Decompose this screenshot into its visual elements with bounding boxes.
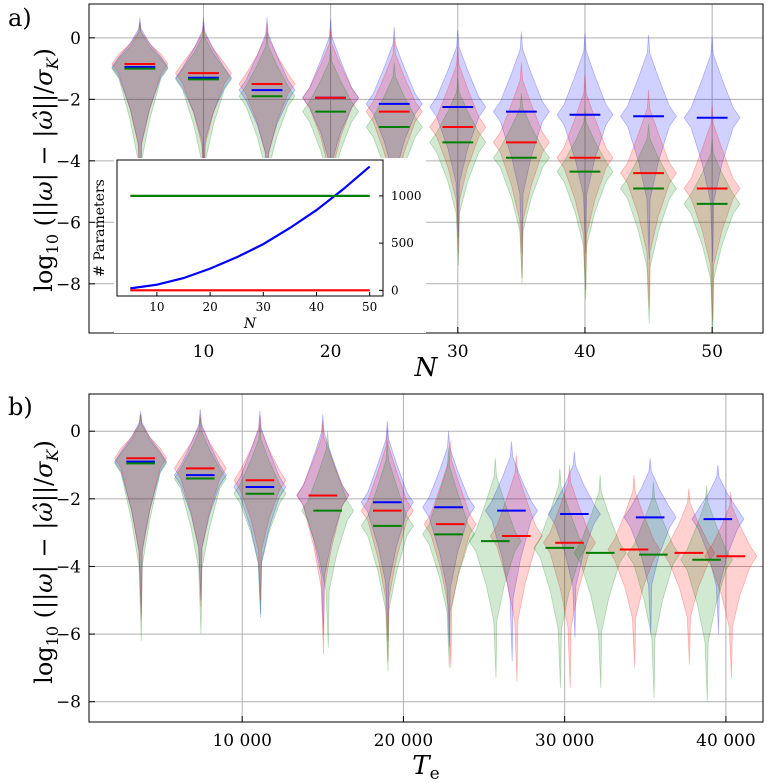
panel-b-ticks: 0 −2 −4 −6 −8 10 000 20 000 30 000 40 000: [56, 422, 756, 751]
violin-blue: [620, 34, 677, 260]
panel-a-medians: [124, 62, 728, 205]
violin-green: [626, 481, 680, 699]
violin-green: [301, 431, 355, 648]
violin-red: [492, 62, 550, 278]
x-tick-label: 30 000: [535, 731, 594, 751]
y-tick-label: −6: [56, 625, 81, 645]
panel-b: 0−2−4−6−810 000 20 000 30 000 40 000 b) Te …: [8, 393, 764, 783]
violin-blue: [547, 451, 601, 638]
x-tick-label: 10 000: [212, 731, 271, 751]
y-tick-label: −2: [56, 90, 81, 110]
violin-green: [360, 441, 414, 672]
violin-green: [533, 468, 587, 689]
x-tick-label: 30: [447, 342, 469, 362]
violin-green: [683, 139, 741, 333]
y-tick-label: −8: [56, 693, 81, 713]
y-tick-label: −6: [56, 213, 81, 233]
x-tick-label: 20: [320, 342, 342, 362]
y-tick-label: −2: [56, 490, 81, 510]
inset-x-tick-label: 30: [256, 300, 271, 314]
panel-b-label: b): [8, 393, 33, 421]
x-tick-label: 40 000: [696, 731, 755, 751]
y-tick-label: −4: [56, 152, 81, 172]
panel-b-grid: [89, 394, 763, 722]
violin-blue: [683, 36, 741, 263]
violin-red: [173, 414, 227, 608]
violin-red: [704, 492, 758, 679]
violin-red: [233, 415, 287, 601]
violin-blue: [296, 414, 350, 635]
violin-green: [492, 93, 550, 284]
violin-green: [422, 448, 476, 668]
x-tick-label: 20 000: [374, 731, 433, 751]
violin-green: [468, 458, 522, 679]
violin-green: [680, 485, 734, 702]
x-tick-label: 40: [574, 342, 596, 362]
inset-x-tick-label: 40: [309, 300, 324, 314]
panel-b-xlabel: Te: [412, 751, 439, 783]
panel-b-ylabel: log10 (||ω| − |ω̂||/σK): [30, 440, 62, 684]
inset-ylabel: # Parameters: [92, 179, 108, 277]
violin-red: [429, 47, 487, 254]
violin-green: [114, 414, 168, 641]
violin-red: [543, 464, 596, 689]
panel-b-frame: [88, 393, 764, 723]
inset-lines: [130, 165, 371, 292]
violin-green: [429, 77, 487, 266]
violin-red: [360, 427, 414, 662]
inset-y-tick-label: 1000: [391, 189, 422, 203]
violin-green: [620, 123, 677, 324]
panel-a-xlabel: N: [414, 353, 439, 383]
violin-blue: [422, 431, 476, 648]
violin-blue: [691, 464, 745, 635]
panel-a: 0 −2 −4 −6 −8 10 20 30 40 50 a) N log10 (||ω| − |…: [8, 3, 764, 383]
violin-red: [114, 414, 168, 621]
y-tick-label: −4: [56, 557, 81, 577]
inset-y-tick-label: 0: [391, 283, 399, 297]
inset-background: [114, 158, 426, 333]
violin-green: [233, 424, 287, 614]
violin-red: [296, 421, 350, 655]
violin-red: [607, 475, 661, 668]
y-tick-label: 0: [70, 422, 81, 442]
violin-green: [573, 475, 627, 689]
violin-blue: [233, 410, 287, 618]
violin-blue: [360, 421, 414, 641]
inset-x-tick-label: 10: [149, 300, 164, 314]
inset-xlabel: N: [243, 316, 257, 332]
violin-blue: [173, 409, 227, 601]
inset-frame: [116, 159, 384, 297]
y-tick-label: −8: [56, 275, 81, 295]
violin-blue: [485, 441, 538, 662]
inset-line-blue: [130, 165, 371, 290]
x-tick-label: 10: [193, 342, 215, 362]
violin-blue: [623, 458, 677, 635]
violin-blue: [429, 30, 487, 238]
panel-a-label: a): [8, 4, 32, 32]
violin-red: [556, 74, 614, 291]
violin-red: [662, 488, 716, 665]
y-tick-label: 0: [70, 29, 81, 49]
panel-b-violins: [114, 409, 758, 702]
violin-green: [556, 108, 614, 300]
panel-a-ticks: 0 −2 −4 −6 −8 10 20 30 40 50: [56, 29, 723, 362]
violin-red: [423, 441, 477, 668]
violin-blue: [556, 33, 614, 254]
inset-x-tick-label: 20: [202, 300, 217, 314]
inset-x-tick-label: 50: [362, 300, 377, 314]
violin-red: [683, 105, 741, 321]
panel-a-ylabel: log10 (||ω| − |ω̂||/σK): [30, 48, 62, 292]
inset-y-tick-label: 500: [391, 236, 414, 250]
x-tick-label: 50: [701, 342, 723, 362]
panel-b-medians: [126, 457, 746, 561]
violin-red: [620, 90, 677, 309]
violin-green: [173, 417, 227, 635]
